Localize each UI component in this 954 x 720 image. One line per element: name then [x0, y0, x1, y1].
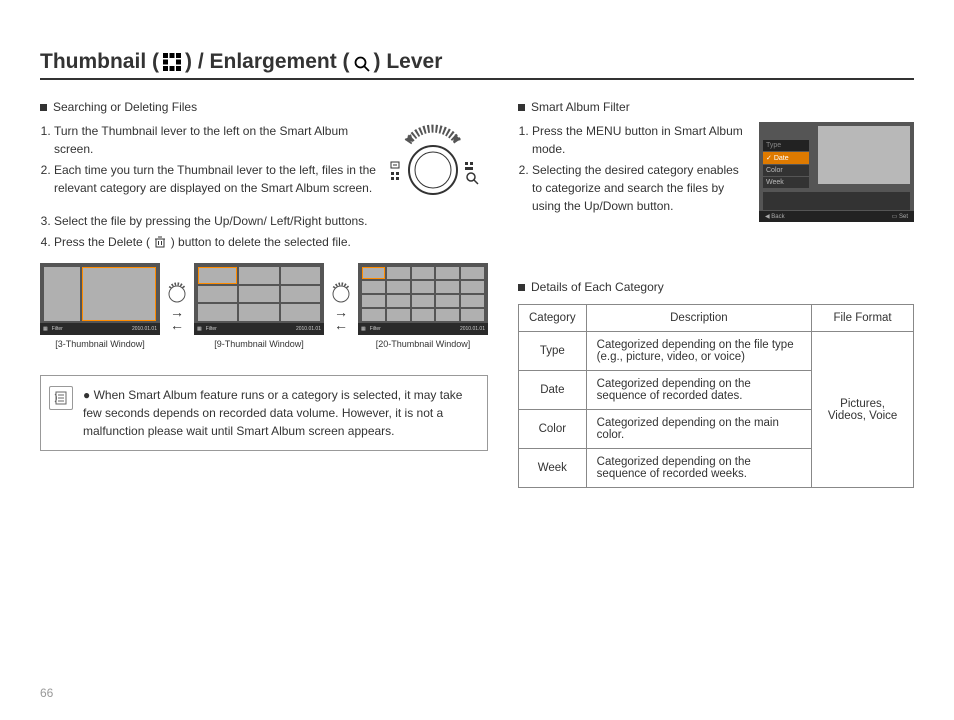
step: Each time you turn the Thumbnail lever t… — [54, 161, 378, 197]
lever-dial-diagram — [378, 122, 488, 212]
filter-menu-item: ✓ Date — [763, 152, 809, 164]
heading-text: Searching or Deleting Files — [53, 100, 197, 114]
page-title: Thumbnail ( ) / Enlargement ( ) Lever — [40, 50, 914, 80]
page-number: 66 — [40, 686, 53, 700]
left-column: Searching or Deleting Files Turn the Thu… — [40, 100, 488, 488]
format-cell: Pictures, Videos, Voice — [812, 332, 914, 488]
title-text-3: ) Lever — [374, 50, 443, 74]
step: Press the MENU button in Smart Album mod… — [532, 122, 749, 158]
title-text-1: Thumbnail ( — [40, 50, 159, 74]
table-row: Type Categorized depending on the file t… — [519, 332, 914, 371]
step: Select the file by pressing the Up/Down/… — [54, 212, 488, 230]
thumb-window-9: ▦Filter2010.01.01 [9-Thumbnail Window] — [194, 263, 324, 349]
bullet-icon — [518, 284, 525, 291]
heading-text: Smart Album Filter — [531, 100, 630, 114]
thumb-caption: [20-Thumbnail Window] — [376, 339, 471, 349]
title-text-2: ) / Enlargement ( — [185, 50, 350, 74]
thumb-caption: [3-Thumbnail Window] — [55, 339, 145, 349]
trash-icon — [153, 235, 167, 249]
filter-menu: Type ✓ Date Color Week — [763, 140, 809, 189]
thumb-window-3: ▦Filter2010.01.01 [3-Thumbnail Window] — [40, 263, 160, 349]
thumbnail-windows-row: ▦Filter2010.01.01 [3-Thumbnail Window] →… — [40, 263, 488, 349]
filter-menu-item: Week — [763, 177, 809, 188]
thumb-caption: [9-Thumbnail Window] — [214, 339, 304, 349]
note-icon — [49, 386, 73, 410]
th-description: Description — [586, 305, 811, 332]
thumb-window-20: ▦Filter2010.01.01 [20-Thumbnail Window] — [358, 263, 488, 349]
back-label: ◀ Back — [765, 213, 785, 220]
right-column: Smart Album Filter Press the MENU button… — [518, 100, 914, 488]
th-category: Category — [519, 305, 587, 332]
set-label: ▭ Set — [892, 213, 908, 220]
bullet-icon — [40, 104, 47, 111]
thumbnail-grid-icon — [163, 53, 181, 71]
th-format: File Format — [812, 305, 914, 332]
bullet-icon — [518, 104, 525, 111]
section-heading-searching: Searching or Deleting Files — [40, 100, 488, 114]
steps-list-1: Turn the Thumbnail lever to the left on … — [54, 122, 378, 197]
table-header-row: Category Description File Format — [519, 305, 914, 332]
lever-arrows: →← — [328, 280, 354, 331]
filter-menu-item: Color — [763, 165, 809, 176]
note-text: ● When Smart Album feature runs or a cat… — [83, 386, 475, 440]
lever-arrows: →← — [164, 280, 190, 331]
magnify-icon — [354, 54, 370, 70]
heading-text: Details of Each Category — [531, 280, 664, 294]
section-heading-filter: Smart Album Filter — [518, 100, 914, 114]
note-box: ● When Smart Album feature runs or a cat… — [40, 375, 488, 451]
step: Press the Delete ( ) button to delete th… — [54, 233, 488, 251]
filter-steps: Press the MENU button in Smart Album mod… — [532, 122, 749, 218]
section-heading-details: Details of Each Category — [518, 280, 914, 294]
category-table: Category Description File Format Type Ca… — [518, 304, 914, 488]
step: Turn the Thumbnail lever to the left on … — [54, 122, 378, 158]
step: Selecting the desired category enables t… — [532, 161, 749, 215]
steps-list-2: Select the file by pressing the Up/Down/… — [54, 212, 488, 251]
filter-screen-preview: Type ✓ Date Color Week ◀ Back ▭ Set — [759, 122, 914, 222]
